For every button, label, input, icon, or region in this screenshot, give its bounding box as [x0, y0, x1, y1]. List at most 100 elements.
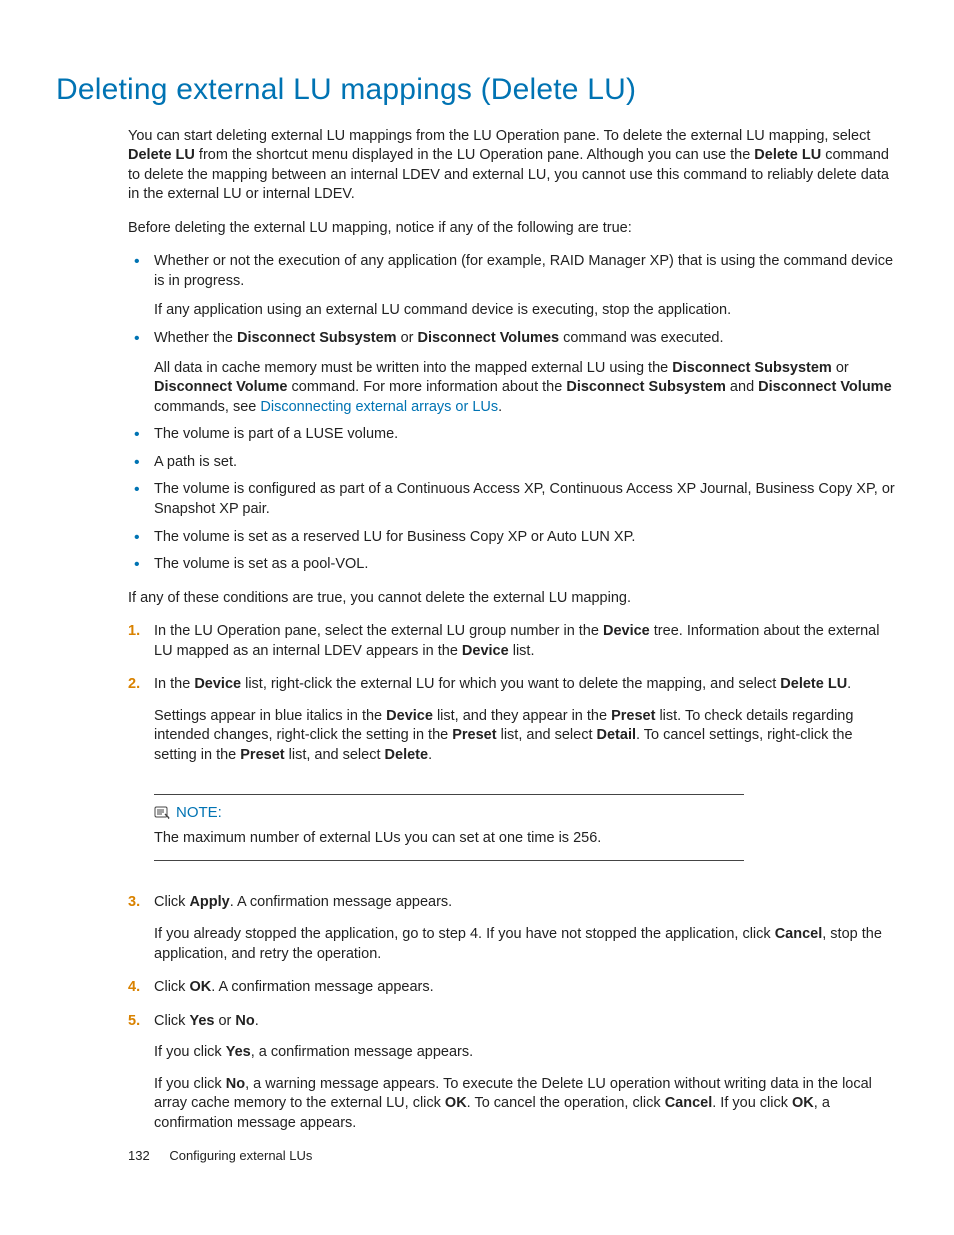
- bold-text: OK: [792, 1095, 814, 1111]
- list-item: A path is set.: [128, 453, 898, 473]
- list-item: The volume is part of a LUSE volume.: [128, 425, 898, 445]
- bold-text: Disconnect Subsystem: [237, 330, 397, 346]
- bold-text: OK: [189, 979, 211, 995]
- text: Settings appear in blue italics in the D…: [154, 707, 898, 766]
- text: command. For more information about the: [287, 379, 566, 395]
- text: . To cancel the operation, click: [467, 1095, 665, 1111]
- text: . A confirmation message appears.: [211, 979, 433, 995]
- list-item: The volume is configured as part of a Co…: [128, 480, 898, 519]
- bold-text: No: [226, 1076, 245, 1092]
- bold-text: Preset: [240, 747, 284, 763]
- text: The volume is configured as part of a Co…: [154, 480, 898, 519]
- page-footer: 132 Configuring external LUs: [128, 1147, 312, 1165]
- bold-text: Delete LU: [780, 676, 847, 692]
- bold-text: Yes: [226, 1044, 251, 1060]
- bold-text: Disconnect Subsystem: [566, 379, 726, 395]
- condition-list: Whether or not the execution of any appl…: [128, 252, 898, 574]
- text: list, and they appear in the: [433, 708, 611, 724]
- bold-text: Device: [462, 643, 509, 659]
- bold-text: Device: [386, 708, 433, 724]
- text: list, and select: [497, 727, 597, 743]
- step-2: 2. In the Device list, right-click the e…: [128, 675, 898, 765]
- text: If you already stopped the application, …: [154, 926, 775, 942]
- text: from the shortcut menu displayed in the …: [195, 147, 754, 163]
- text: All data in cache memory must be written…: [154, 360, 672, 376]
- text: list, right-click the external LU for wh…: [241, 676, 780, 692]
- text: .: [428, 747, 432, 763]
- text: .: [498, 399, 502, 415]
- step-number: 4.: [128, 978, 140, 998]
- bold-text: Detail: [597, 727, 637, 743]
- list-item: Whether or not the execution of any appl…: [128, 252, 898, 321]
- note-rule-bottom: [154, 860, 744, 861]
- bold-text: Disconnect Volume: [758, 379, 891, 395]
- step-list-part-2: 3. Click Apply. A confirmation message a…: [128, 893, 898, 1133]
- text: If you click: [154, 1076, 226, 1092]
- text: , a confirmation message appears.: [251, 1044, 473, 1060]
- text: In the LU Operation pane, select the ext…: [154, 622, 898, 661]
- text: .: [847, 676, 851, 692]
- text: If you click Yes, a confirmation message…: [154, 1043, 898, 1063]
- note-label: NOTE:: [176, 803, 222, 823]
- text: list, and select: [285, 747, 385, 763]
- bold-text: Apply: [189, 894, 229, 910]
- bold-text: Delete LU: [754, 147, 821, 163]
- step-number: 2.: [128, 675, 140, 695]
- bold-text: Yes: [189, 1013, 214, 1029]
- bold-text: Delete: [385, 747, 429, 763]
- text: The volume is set as a pool-VOL.: [154, 555, 898, 575]
- link-disconnecting[interactable]: Disconnecting external arrays or LUs: [260, 399, 498, 415]
- page-title: Deleting external LU mappings (Delete LU…: [56, 70, 898, 111]
- step-number: 3.: [128, 893, 140, 913]
- text: . A confirmation message appears.: [230, 894, 452, 910]
- bold-text: Preset: [452, 727, 496, 743]
- text: . If you click: [712, 1095, 792, 1111]
- text: The volume is part of a LUSE volume.: [154, 425, 898, 445]
- list-item: The volume is set as a pool-VOL.: [128, 555, 898, 575]
- page-number: 132: [128, 1148, 150, 1163]
- bold-text: Cancel: [775, 926, 823, 942]
- bold-text: Preset: [611, 708, 655, 724]
- text: Click OK. A confirmation message appears…: [154, 978, 898, 998]
- after-bullets-para: If any of these conditions are true, you…: [128, 589, 898, 609]
- intro-para-1: You can start deleting external LU mappi…: [128, 127, 898, 205]
- body-content: You can start deleting external LU mappi…: [128, 127, 898, 1134]
- text: command was executed.: [559, 330, 723, 346]
- bold-text: No: [235, 1013, 254, 1029]
- text: Click Yes or No.: [154, 1012, 898, 1032]
- text: In the Device list, right-click the exte…: [154, 675, 898, 695]
- step-number: 5.: [128, 1012, 140, 1032]
- text: or: [832, 360, 849, 376]
- text: list.: [509, 643, 535, 659]
- step-4: 4. Click OK. A confirmation message appe…: [128, 978, 898, 998]
- text: All data in cache memory must be written…: [154, 359, 898, 418]
- bold-text: Disconnect Volumes: [418, 330, 560, 346]
- text: Click: [154, 1013, 189, 1029]
- list-item: Whether the Disconnect Subsystem or Disc…: [128, 329, 898, 417]
- text: You can start deleting external LU mappi…: [128, 128, 870, 144]
- note-heading: NOTE:: [154, 803, 898, 823]
- bold-text: OK: [445, 1095, 467, 1111]
- step-list-part-1: 1. In the LU Operation pane, select the …: [128, 622, 898, 765]
- step-3: 3. Click Apply. A confirmation message a…: [128, 893, 898, 964]
- text: or: [214, 1013, 235, 1029]
- note-text: The maximum number of external LUs you c…: [154, 829, 898, 849]
- bold-text: Device: [603, 623, 650, 639]
- text: Whether the: [154, 330, 237, 346]
- bold-text: Device: [194, 676, 241, 692]
- note-rule-top: [154, 794, 744, 795]
- text: In the: [154, 676, 194, 692]
- section-name: Configuring external LUs: [169, 1148, 312, 1163]
- list-item: The volume is set as a reserved LU for B…: [128, 528, 898, 548]
- note-block: NOTE: The maximum number of external LUs…: [154, 784, 898, 876]
- text: Whether the Disconnect Subsystem or Disc…: [154, 329, 898, 349]
- text: If you click: [154, 1044, 226, 1060]
- text: A path is set.: [154, 453, 898, 473]
- bold-text: Disconnect Volume: [154, 379, 287, 395]
- text: commands, see: [154, 399, 260, 415]
- step-1: 1. In the LU Operation pane, select the …: [128, 622, 898, 661]
- text: In the LU Operation pane, select the ext…: [154, 623, 603, 639]
- text: Click: [154, 894, 189, 910]
- text: If any application using an external LU …: [154, 301, 898, 321]
- text: If you click No, a warning message appea…: [154, 1075, 898, 1134]
